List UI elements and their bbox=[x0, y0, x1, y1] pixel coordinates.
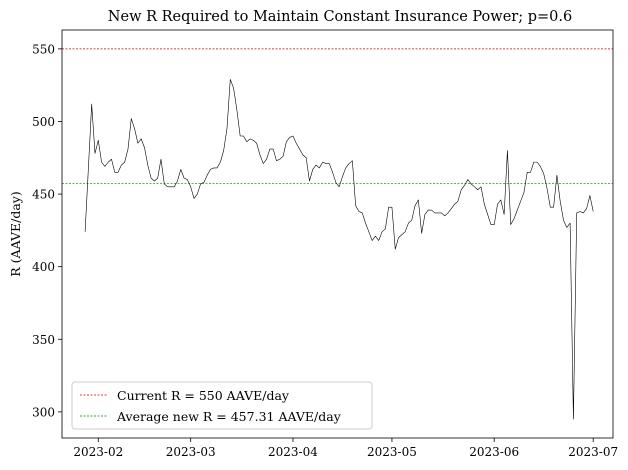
x-tick-label: 2023-07 bbox=[568, 445, 618, 459]
y-tick-label: 350 bbox=[32, 333, 55, 347]
y-tick-label: 450 bbox=[32, 188, 55, 202]
y-tick-label: 300 bbox=[32, 405, 55, 419]
plot-area bbox=[62, 48, 613, 420]
plot-frame bbox=[61, 29, 614, 439]
y-axis: 300 350 400 450 500 550 bbox=[32, 42, 62, 419]
x-tick-label: 2023-02 bbox=[73, 445, 123, 459]
y-tick-label: 550 bbox=[32, 42, 55, 56]
y-axis-label: R (AAVE/day) bbox=[8, 191, 23, 276]
legend: Current R = 550 AAVE/day Average new R =… bbox=[71, 381, 373, 430]
chart-title: New R Required to Maintain Constant Insu… bbox=[108, 9, 572, 25]
y-tick-label: 400 bbox=[32, 260, 55, 274]
series-line bbox=[84, 79, 594, 420]
x-tick-label: 2023-03 bbox=[166, 445, 216, 459]
y-tick-label: 500 bbox=[32, 115, 55, 129]
legend-label-current-r: Current R = 550 AAVE/day bbox=[117, 388, 290, 403]
x-tick-label: 2023-04 bbox=[268, 445, 318, 459]
x-tick-label: 2023-05 bbox=[367, 445, 417, 459]
x-tick-label: 2023-06 bbox=[469, 445, 519, 459]
legend-label-average-r: Average new R = 457.31 AAVE/day bbox=[116, 409, 342, 424]
x-axis: 2023-02 2023-03 2023-04 2023-05 2023-06 2023-… bbox=[73, 438, 618, 459]
legend-box bbox=[71, 381, 373, 430]
